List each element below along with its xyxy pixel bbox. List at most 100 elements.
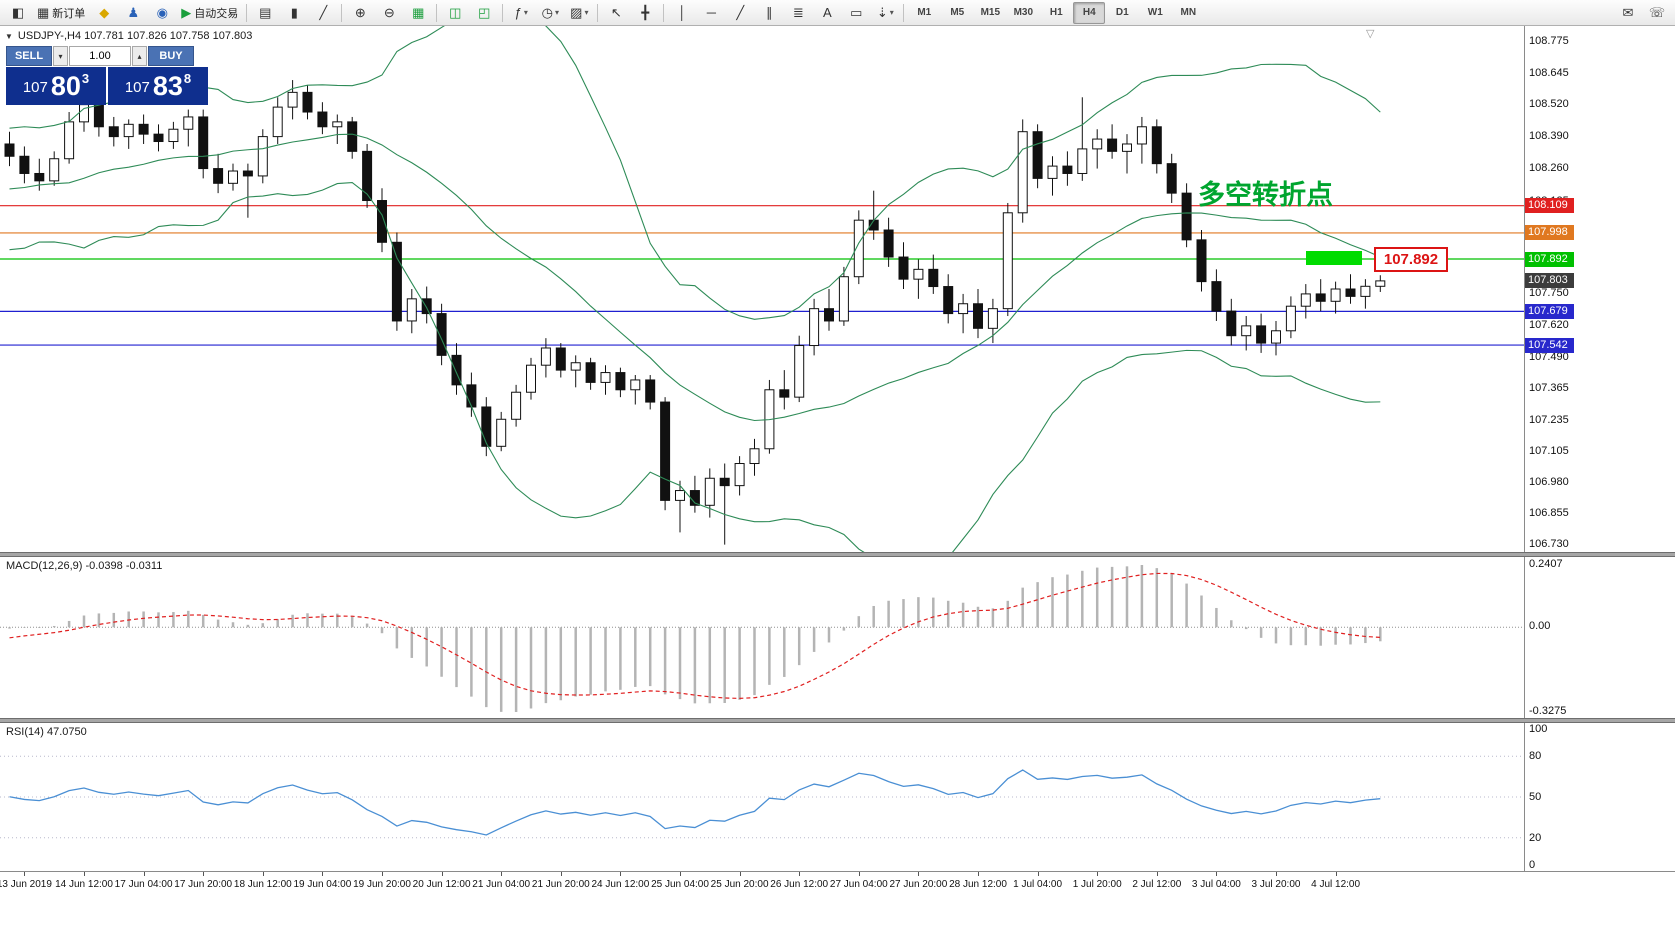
time-axis-label: 2 Jul 12:00 (1132, 879, 1182, 890)
timeframe-w1-button[interactable]: W1 (1147, 7, 1163, 18)
rsi-chart[interactable] (0, 723, 1524, 871)
new-order-button[interactable]: ▦ 新订单 (33, 2, 89, 24)
fibonacci-button[interactable]: ≣ (784, 2, 812, 24)
pane-separator[interactable] (0, 552, 1675, 557)
buy-price-tile[interactable]: 107 83 8 (108, 67, 208, 105)
candle-body (466, 384, 477, 408)
current-price-badge: 107.803 (1525, 273, 1574, 289)
volume-dropdown-button[interactable]: ▾ (53, 46, 68, 66)
timeframe-h1-button[interactable]: H1 (1049, 7, 1063, 18)
chat-button[interactable]: ✉ (1614, 2, 1642, 24)
candle-body (1062, 165, 1073, 174)
rsi-line (9, 769, 1381, 836)
periods-button[interactable]: ◷ ▾ (536, 2, 564, 24)
time-axis-label: 13 Jun 2019 (0, 879, 52, 890)
candle-body (734, 463, 745, 487)
time-axis-tick (1037, 872, 1039, 876)
autotrading-button[interactable]: ▶ 自动交易 (177, 2, 242, 24)
cursor-button[interactable]: ↖ (602, 2, 630, 24)
candle-body (1271, 330, 1281, 344)
time-axis-label: 3 Jul 04:00 (1191, 879, 1241, 890)
candle-body (660, 401, 671, 501)
timeframe-mn-button[interactable]: MN (1180, 7, 1197, 18)
time-axis[interactable]: 13 Jun 2019 14 Jun 12:00 17 Jun 04:00 17 Ju… (0, 871, 1675, 897)
indicators-button[interactable]: ƒ ▾ (507, 2, 535, 24)
candle-body (391, 241, 402, 322)
one-click-trading-panel: SELL ▾ ▴ BUY 107 80 3 107 83 (6, 46, 208, 105)
rsi-scale-label: 20 (1529, 831, 1542, 844)
line-chart-button[interactable]: ╱ (309, 2, 337, 24)
price-callout-label[interactable]: 107.892 (1374, 247, 1448, 272)
buy-button[interactable]: BUY (148, 46, 194, 66)
pane-separator[interactable] (0, 718, 1675, 723)
sell-button[interactable]: SELL (6, 46, 52, 66)
price-scale-label: 108.645 (1529, 66, 1569, 79)
zoom-out-button[interactable]: ⊖ (375, 2, 403, 24)
text-button[interactable]: A (813, 2, 841, 24)
tile-windows-button[interactable]: ◫ (441, 2, 469, 24)
channel-button[interactable]: ∥ (755, 2, 783, 24)
macd-chart[interactable] (0, 557, 1524, 719)
time-axis-tick (1335, 872, 1337, 876)
one-click-toggle-icon[interactable]: ▼ (5, 31, 13, 41)
candlestick-chart-button[interactable]: ▮ (280, 2, 308, 24)
candle-body (1285, 305, 1296, 332)
candle-body (1241, 325, 1252, 337)
volume-input[interactable] (69, 46, 131, 66)
toolbar-separator (663, 3, 665, 22)
rsi-scale: 100 80 50 20 0 (1524, 723, 1675, 871)
cascade-windows-button[interactable]: ◰ (470, 2, 498, 24)
price-highlight-rect[interactable] (1306, 251, 1362, 265)
timeframe-m5-button[interactable]: M5 (950, 7, 965, 18)
time-axis-label: 20 Jun 12:00 (412, 879, 471, 890)
candle-body (645, 379, 656, 403)
crosshair-button[interactable]: ╋ (631, 2, 659, 24)
time-axis-label: 24 Jun 12:00 (591, 879, 650, 890)
toolbar: ◧ ▦ 新订单 ◆ ♟ ◉ ▶ 自动交易 ▤ ▮ ╱ ⊕ ⊖ ▦ ◫ ◰ ƒ ▾ ◷ ▾ ▨ ▾ ↖ ╋ │ ─ ╱ ∥ ≣ A ▭ ⇣ ▾ M1… (0, 0, 1675, 26)
candle-body (183, 116, 194, 130)
candle-body (421, 298, 432, 315)
toolbar-separator (502, 3, 504, 22)
bar-chart-button[interactable]: ▤ (251, 2, 279, 24)
new-chart-button[interactable]: ◧ (4, 2, 32, 24)
trendline-button[interactable]: ╱ (726, 2, 754, 24)
timeframe-m1-button[interactable]: M1 (917, 7, 932, 18)
candle-body (1196, 239, 1207, 283)
zoom-in-button[interactable]: ⊕ (346, 2, 374, 24)
timeframe-m15-button[interactable]: M15 (980, 7, 1001, 18)
price-chart[interactable] (0, 26, 1524, 552)
candle-body (1375, 280, 1386, 287)
arrows-button[interactable]: ⇣ ▾ (871, 2, 899, 24)
rsi-label: RSI(14) 47.0750 (6, 726, 87, 738)
label-button[interactable]: ▭ (842, 2, 870, 24)
time-axis-tick (143, 872, 145, 876)
chevron-down-icon: ▾ (554, 8, 559, 17)
price-scale[interactable]: 108.775 108.645 108.520 108.390 108.260 108.1… (1524, 26, 1675, 552)
candle-body (719, 477, 730, 487)
templates-button[interactable]: ▨ ▾ (565, 2, 593, 24)
time-axis-label: 1 Jul 20:00 (1072, 879, 1122, 890)
candle-body (302, 91, 313, 113)
zoom-out-icon: ⊖ (383, 5, 395, 20)
vertical-line-button[interactable]: │ (668, 2, 696, 24)
candle-body (93, 104, 104, 128)
horizontal-line-button[interactable]: ─ (697, 2, 725, 24)
candle-body (451, 354, 462, 386)
sell-price-tile[interactable]: 107 80 3 (6, 67, 106, 105)
market-watch-button[interactable]: ♟ (119, 2, 147, 24)
timeframe-h4-button[interactable]: H4 (1073, 1, 1106, 24)
candle-body (928, 268, 939, 288)
templates-icon: ▨ (570, 5, 583, 20)
level-price-badge: 107.679 (1525, 303, 1574, 319)
community-button[interactable]: ◉ (148, 2, 176, 24)
phone-button[interactable]: ☏ (1643, 2, 1671, 24)
volume-up-button[interactable]: ▴ (132, 46, 147, 66)
time-axis-label: 18 Jun 12:00 (233, 879, 292, 890)
metaeditor-button[interactable]: ◆ (90, 2, 118, 24)
rsi-scale-label: 100 (1529, 723, 1548, 735)
timeframe-d1-button[interactable]: D1 (1115, 7, 1129, 18)
chart-shift-marker-icon[interactable]: ▽ (1366, 28, 1375, 40)
timeframe-m30-button[interactable]: M30 (1013, 7, 1034, 18)
grid-button[interactable]: ▦ (404, 2, 432, 24)
